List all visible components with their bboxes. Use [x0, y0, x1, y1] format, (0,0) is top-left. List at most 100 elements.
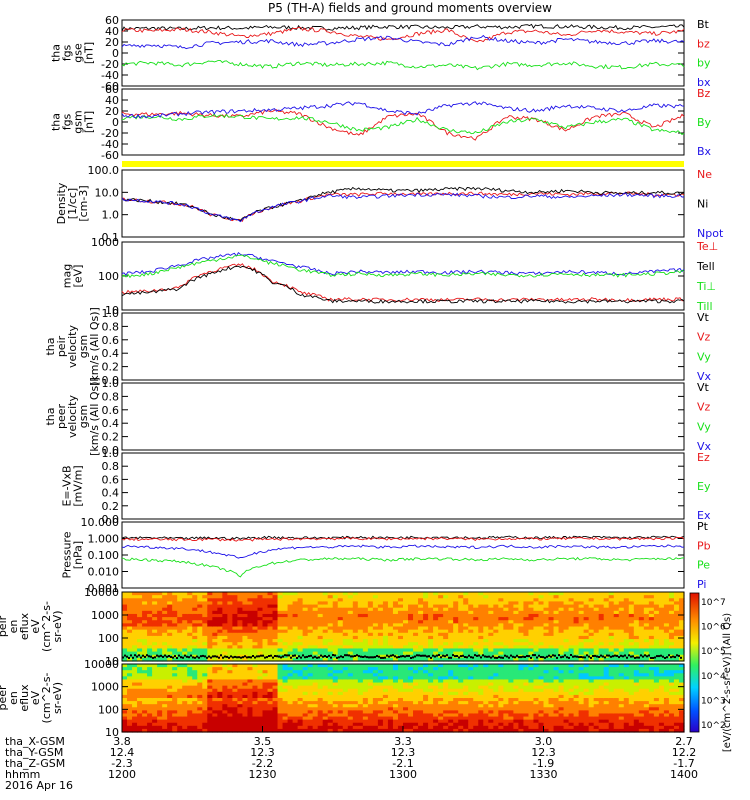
- spectrogram-cell: [257, 651, 264, 656]
- spectrogram-cell: [227, 676, 233, 681]
- spectrogram-cell: [403, 598, 409, 603]
- spectrogram-cell: [438, 657, 444, 662]
- spectrogram-cell: [428, 651, 434, 656]
- spectrogram-cell: [187, 610, 193, 615]
- spectrogram-cell: [372, 713, 379, 718]
- spectrogram-cell: [518, 620, 525, 624]
- spectrogram-cell: [282, 728, 289, 733]
- spectrogram-cell: [347, 610, 354, 615]
- spectrogram-cell: [162, 648, 168, 653]
- spectrogram-cell: [252, 722, 259, 727]
- spectrogram-cell: [207, 676, 213, 681]
- spectrogram-cell: [468, 691, 474, 696]
- spectrogram-cell: [172, 719, 178, 724]
- spectrogram-cell: [132, 613, 138, 618]
- spectrogram-cell: [518, 710, 525, 715]
- spectrogram-cell: [513, 707, 520, 711]
- spectrogram-cell: [352, 728, 359, 733]
- spectrogram-cell: [142, 604, 148, 609]
- spectrogram-cell: [247, 610, 254, 615]
- spectrogram-cell: [558, 607, 565, 612]
- spectrogram-cell: [372, 685, 379, 690]
- spectrogram-cell: [187, 601, 193, 606]
- legend-bt: Bt: [697, 18, 710, 31]
- spectrogram-cell: [162, 664, 168, 668]
- spectrogram-cell: [553, 716, 560, 721]
- spectrogram-cell: [638, 610, 645, 615]
- y-axis-label-line: eflux: [18, 612, 31, 640]
- spectrogram-cell: [583, 595, 590, 599]
- spectrogram-cell: [327, 713, 334, 718]
- spectrogram-cell: [257, 620, 264, 624]
- spectrogram-dot: [678, 654, 680, 657]
- spectrogram-cell: [518, 707, 525, 711]
- plot-title: P5 (TH-A) fields and ground moments over…: [268, 1, 552, 15]
- spectrogram-cell: [433, 679, 439, 684]
- spectrogram-cell: [448, 728, 454, 733]
- spectrogram-cell: [413, 632, 419, 637]
- spectrogram-cell: [252, 629, 259, 634]
- spectrogram-cell: [593, 632, 600, 637]
- spectrogram-dot: [608, 654, 610, 657]
- legend-ex: Ex: [697, 509, 711, 522]
- spectrogram-cell: [152, 713, 158, 718]
- spectrogram-cell: [142, 657, 148, 662]
- spectrogram-cell: [157, 691, 163, 696]
- spectrogram-cell: [357, 642, 364, 646]
- spectrogram-cell: [397, 728, 404, 733]
- spectrogram-dot: [192, 656, 194, 659]
- spectrogram-cell: [382, 694, 389, 699]
- spectrogram-cell: [242, 642, 249, 646]
- spectrogram-cell: [252, 725, 259, 730]
- panel-pressure: 10.0001.0000.1000.0100.001Pressure[nPa]P…: [61, 516, 711, 595]
- spectrogram-cell: [503, 722, 509, 727]
- spectrogram-cell: [297, 713, 304, 718]
- y-tick-label: 20: [105, 105, 119, 118]
- spectrogram-cell: [167, 645, 173, 650]
- spectrogram-cell: [618, 623, 625, 628]
- y-tick-label: -60: [101, 149, 119, 162]
- spectrogram-cell: [342, 642, 349, 646]
- spectrogram-cell: [493, 657, 499, 662]
- spectrogram-cell: [182, 710, 188, 715]
- spectrogram-cell: [673, 601, 680, 606]
- spectrogram-cell: [237, 629, 244, 634]
- spectrogram-cell: [653, 617, 660, 621]
- spectrogram-cell: [352, 607, 359, 612]
- spectrogram-cell: [142, 725, 148, 730]
- spectrogram-cell: [292, 610, 299, 615]
- spectrogram-cell: [613, 613, 620, 618]
- spectrogram-cell: [122, 688, 128, 693]
- spectrogram-cell: [202, 607, 208, 612]
- spectrogram-cell: [197, 673, 203, 677]
- spectrogram-cell: [493, 654, 499, 659]
- spectrogram-cell: [392, 645, 399, 650]
- spectrogram-cell: [372, 710, 379, 715]
- spectrogram-dot: [652, 657, 654, 659]
- spectrogram-cell: [362, 664, 369, 668]
- spectrogram-cell: [382, 639, 389, 643]
- y-tick-label: -20: [101, 127, 119, 140]
- spectrogram-cell: [267, 595, 274, 599]
- spectrogram-cell: [277, 626, 284, 631]
- spectrogram-cell: [177, 679, 183, 684]
- spectrogram-cell: [282, 642, 289, 646]
- spectrogram-dot: [476, 654, 478, 657]
- spectrogram-cell: [257, 626, 264, 631]
- spectrogram-cell: [428, 682, 434, 687]
- spectrogram-cell: [232, 685, 239, 690]
- spectrogram-cell: [493, 688, 499, 693]
- spectrogram-cell: [282, 667, 289, 671]
- spectrogram-cell: [397, 710, 404, 715]
- spectrogram-cell: [418, 632, 424, 637]
- spectrogram-cell: [147, 595, 153, 599]
- spectrogram-dot: [606, 654, 608, 657]
- spectrogram-cell: [197, 664, 203, 668]
- spectrogram-cell: [247, 728, 254, 733]
- spectrogram-cell: [653, 629, 660, 634]
- spectrogram-cell: [152, 728, 158, 733]
- spectrogram-cell: [403, 719, 409, 724]
- spectrogram-cell: [533, 676, 540, 681]
- spectrogram-cell: [252, 651, 259, 656]
- spectrogram-cell: [167, 635, 173, 640]
